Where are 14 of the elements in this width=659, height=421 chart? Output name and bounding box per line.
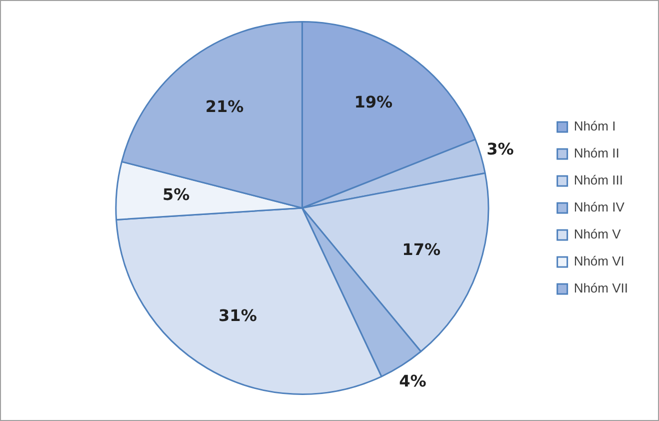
data-label: 17% xyxy=(402,240,440,260)
data-label: 21% xyxy=(205,97,244,116)
legend-label: Nhóm V xyxy=(574,226,622,242)
legend-label: Nhóm IV xyxy=(574,200,625,215)
data-label: 3% xyxy=(486,140,514,159)
legend-label: Nhóm II xyxy=(574,146,620,161)
legend-label: Nhóm III xyxy=(574,172,623,188)
data-label: 4% xyxy=(399,371,426,390)
data-label: 19% xyxy=(354,92,392,112)
data-label: 31% xyxy=(218,306,257,326)
legend-label: Nhóm VI xyxy=(574,254,624,269)
legend-label: Nhóm VII xyxy=(574,280,628,296)
legend-label: Nhóm I xyxy=(574,118,616,134)
data-label: 5% xyxy=(162,185,190,204)
